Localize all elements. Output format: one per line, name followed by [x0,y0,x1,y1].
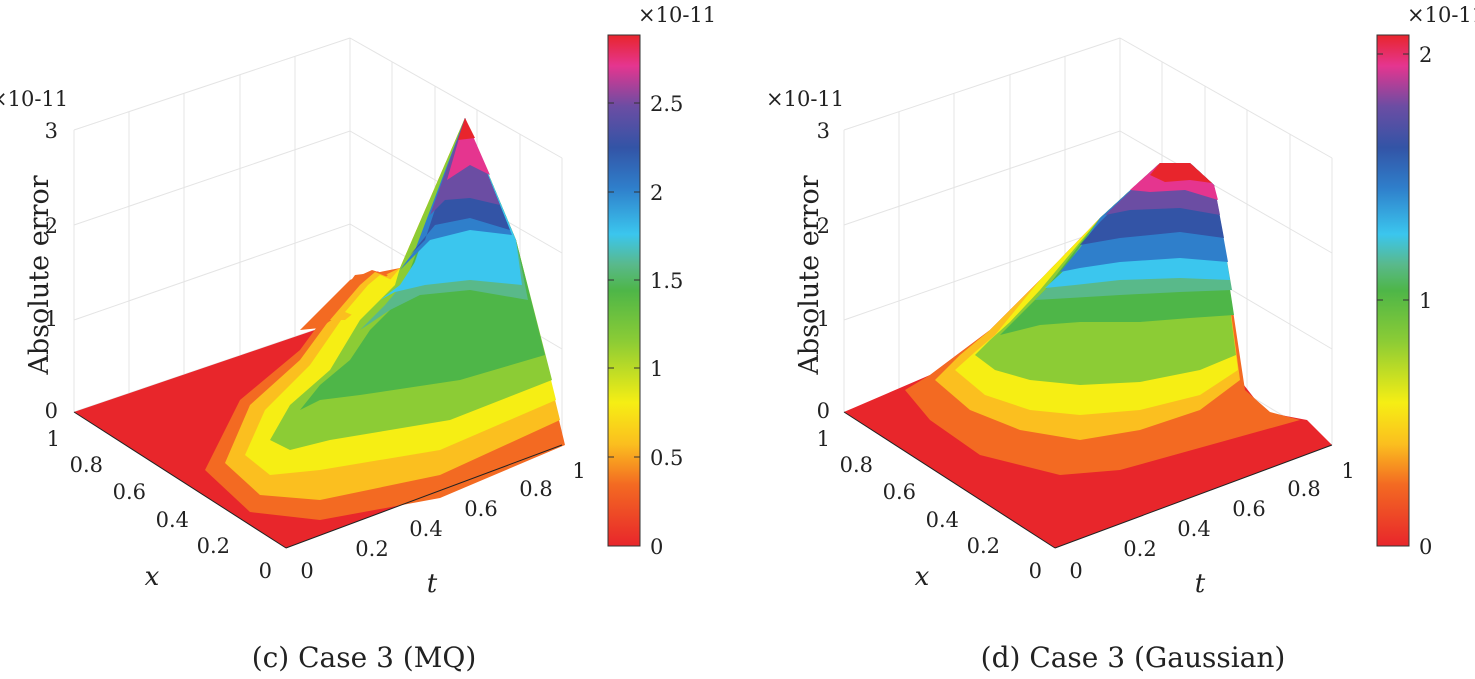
panel-gaussian: 0 1 2 3 ×10-11 Absolute error 1 0.8 0.6 … [766,3,1475,674]
x-tick: 0.4 [926,508,959,532]
surface-gaussian [844,163,1332,548]
z-exponent: ×10-11 [0,87,68,111]
colorbar-tick: 2.5 [650,92,683,116]
t-tick: 1 [1341,459,1354,483]
z-axis: 0 1 2 3 ×10-11 Absolute error [0,87,68,423]
t-tick: 0.6 [464,497,497,521]
colorbar-tick: 0 [650,535,663,559]
t-tick: 1 [572,459,585,483]
z-exponent: ×10-11 [766,87,844,111]
t-tick: 0.4 [1177,517,1210,541]
x-tick: 0 [259,559,272,583]
t-axis: 0 0.2 0.4 0.6 0.8 1 t [285,444,586,599]
x-tick: 0.2 [197,534,230,558]
x-tick: 0.2 [967,534,1000,558]
surface-mq [74,118,565,548]
z-tick: 0 [817,399,830,423]
t-tick: 0.4 [409,517,442,541]
x-tick: 0.8 [70,453,103,477]
x-tick: 1 [47,427,60,451]
colorbar-tick: 1 [650,357,663,381]
panel-caption: (c) Case 3 (MQ) [252,641,477,674]
x-tick: 0 [1029,559,1042,583]
z-tick: 1 [45,307,58,331]
x-axis: 1 0.8 0.6 0.4 0.2 0 x [817,411,1056,592]
t-tick: 0.2 [1123,537,1156,561]
t-tick: 0.8 [519,477,552,501]
x-tick: 0.4 [156,508,189,532]
colorbar-exponent: ×10-11 [1407,3,1475,27]
colorbar-gaussian: 0 1 2 ×10-11 [1376,3,1475,559]
t-tick: 0 [1069,559,1082,583]
z-tick: 2 [45,214,58,238]
colorbar-tick: 1 [1419,289,1432,313]
z-tick: 0 [45,399,58,423]
t-tick: 0.8 [1287,477,1320,501]
t-axis-label: t [1195,569,1206,599]
t-tick: 0 [300,559,313,583]
z-tick: 3 [45,119,58,143]
x-tick: 1 [817,427,830,451]
z-tick: 1 [817,307,830,331]
x-axis-label: x [915,562,930,592]
x-axis: 1 0.8 0.6 0.4 0.2 0 x [47,411,287,592]
t-axis-label: t [427,569,438,599]
colorbar-mq: 0 0.5 1 1.5 2 2.5 ×10-11 [607,3,716,559]
x-axis-label: x [145,562,160,592]
panel-caption: (d) Case 3 (Gaussian) [981,641,1286,674]
colorbar-tick: 0 [1419,535,1432,559]
panel-mq: 0 1 2 3 ×10-11 Absolute error 1 0.8 0.6 … [0,3,716,674]
x-tick: 0.6 [113,480,146,504]
z-axis-label: Absolute error [794,175,825,375]
x-tick: 0.6 [883,480,916,504]
colorbar-tick: 2 [1419,43,1432,67]
t-tick: 0.2 [355,537,388,561]
x-tick: 0.8 [840,453,873,477]
axes-box [843,37,1333,446]
z-axis: 0 1 2 3 ×10-11 Absolute error [766,87,844,423]
z-tick: 3 [817,119,830,143]
z-axis-label: Absolute error [24,175,55,375]
colorbar-tick: 2 [650,181,663,205]
colorbar-exponent: ×10-11 [638,3,716,27]
t-axis: 0 0.2 0.4 0.6 0.8 1 t [1054,444,1355,599]
t-tick: 0.6 [1232,497,1265,521]
z-tick: 2 [817,214,830,238]
colorbar-tick: 0.5 [650,446,683,470]
colorbar-tick: 1.5 [650,269,683,293]
